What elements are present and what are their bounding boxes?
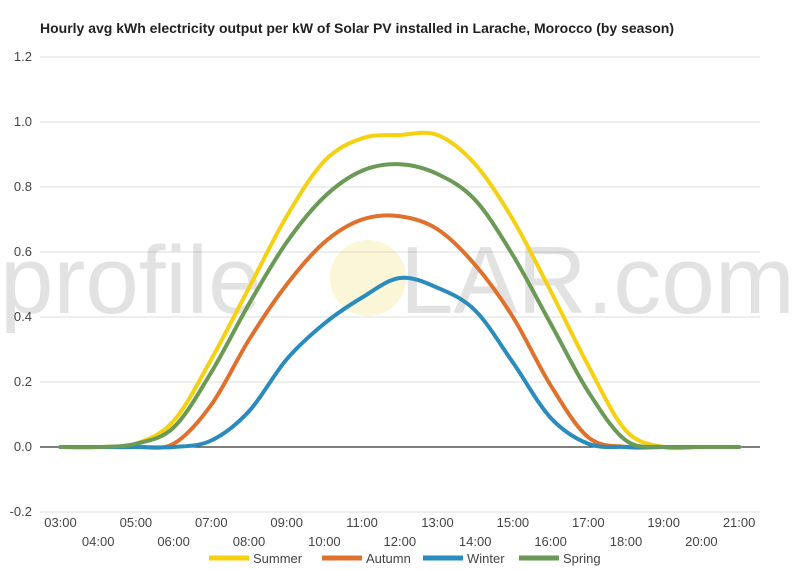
series-line-summer — [58, 130, 742, 451]
x-tick-label: 21:00 — [723, 515, 756, 530]
x-tick-label: 08:00 — [233, 534, 266, 549]
series-line-spring — [58, 162, 742, 450]
y-tick-label: 1.2 — [14, 49, 32, 64]
y-tick-label: 1.0 — [14, 114, 32, 129]
x-tick-label: 18:00 — [610, 534, 643, 549]
legend-label: Winter — [467, 551, 505, 566]
legend-label: Autumn — [366, 551, 411, 566]
x-tick-label: 12:00 — [384, 534, 417, 549]
y-tick-label: 0.0 — [14, 439, 32, 454]
series-line-winter — [58, 275, 742, 450]
x-tick-label: 19:00 — [647, 515, 680, 530]
x-tick-label: 05:00 — [120, 515, 153, 530]
y-tick-label: 0.6 — [14, 244, 32, 259]
x-tick-label: 09:00 — [270, 515, 303, 530]
watermark-text-right: LAR.com — [400, 227, 795, 334]
x-axis-ticks: 03:00 04:00 05:00 06:00 07:00 08:00 09:00 10:00… — [44, 515, 755, 549]
watermark-sun-icon — [330, 240, 406, 316]
legend-item-summer[interactable]: Summer — [209, 551, 303, 566]
legend-label: Summer — [253, 551, 303, 566]
gridlines — [40, 56, 760, 513]
y-tick-label: 0.2 — [14, 374, 32, 389]
x-tick-label: 03:00 — [44, 515, 77, 530]
x-tick-label: 17:00 — [572, 515, 605, 530]
x-tick-label: 06:00 — [157, 534, 190, 549]
x-tick-label: 10:00 — [308, 534, 341, 549]
y-tick-label: -0.2 — [10, 504, 32, 519]
y-axis-ticks: -0.2 0.0 0.2 0.4 0.6 0.8 1.0 1.2 — [10, 49, 32, 519]
x-tick-label: 16:00 — [534, 534, 567, 549]
x-tick-label: 13:00 — [421, 515, 454, 530]
x-tick-label: 11:00 — [346, 515, 378, 530]
x-tick-label: 20:00 — [685, 534, 718, 549]
legend-label: Spring — [563, 551, 601, 566]
watermark-text-left: profile — [0, 227, 261, 334]
x-tick-label: 14:00 — [459, 534, 492, 549]
x-tick-label: 04:00 — [82, 534, 115, 549]
y-tick-label: 0.4 — [14, 309, 32, 324]
x-tick-label: 15:00 — [497, 515, 530, 530]
x-tick-label: 07:00 — [195, 515, 228, 530]
chart-title: Hourly avg kWh electricity output per kW… — [40, 20, 675, 36]
watermark: profile LAR.com — [0, 227, 795, 334]
legend-item-winter[interactable]: Winter — [423, 551, 505, 566]
series-lines — [58, 130, 742, 451]
legend-item-autumn[interactable]: Autumn — [322, 551, 411, 566]
legend-item-spring[interactable]: Spring — [519, 551, 601, 566]
legend: Summer Autumn Winter Spring — [209, 551, 601, 566]
y-tick-label: 0.8 — [14, 179, 32, 194]
